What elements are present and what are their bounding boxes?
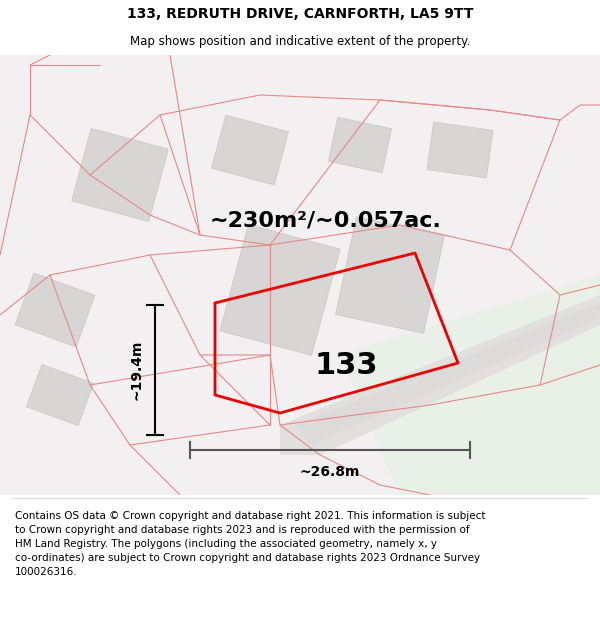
Polygon shape: [295, 303, 600, 445]
Polygon shape: [335, 217, 445, 333]
Polygon shape: [15, 273, 95, 347]
Text: ~19.4m: ~19.4m: [130, 340, 144, 400]
Polygon shape: [427, 122, 493, 178]
Text: ~230m²/~0.057ac.: ~230m²/~0.057ac.: [210, 210, 442, 230]
Text: 133: 133: [315, 351, 379, 380]
Polygon shape: [0, 55, 600, 495]
Polygon shape: [211, 115, 289, 185]
Polygon shape: [328, 118, 392, 172]
Text: Map shows position and indicative extent of the property.: Map shows position and indicative extent…: [130, 35, 470, 48]
Text: 133, REDRUTH DRIVE, CARNFORTH, LA5 9TT: 133, REDRUTH DRIVE, CARNFORTH, LA5 9TT: [127, 7, 473, 21]
Polygon shape: [280, 295, 600, 455]
Text: ~26.8m: ~26.8m: [300, 465, 360, 479]
Text: Contains OS data © Crown copyright and database right 2021. This information is : Contains OS data © Crown copyright and d…: [15, 511, 485, 577]
Polygon shape: [340, 275, 600, 495]
Polygon shape: [220, 224, 340, 356]
Polygon shape: [26, 364, 94, 426]
Polygon shape: [71, 128, 169, 222]
